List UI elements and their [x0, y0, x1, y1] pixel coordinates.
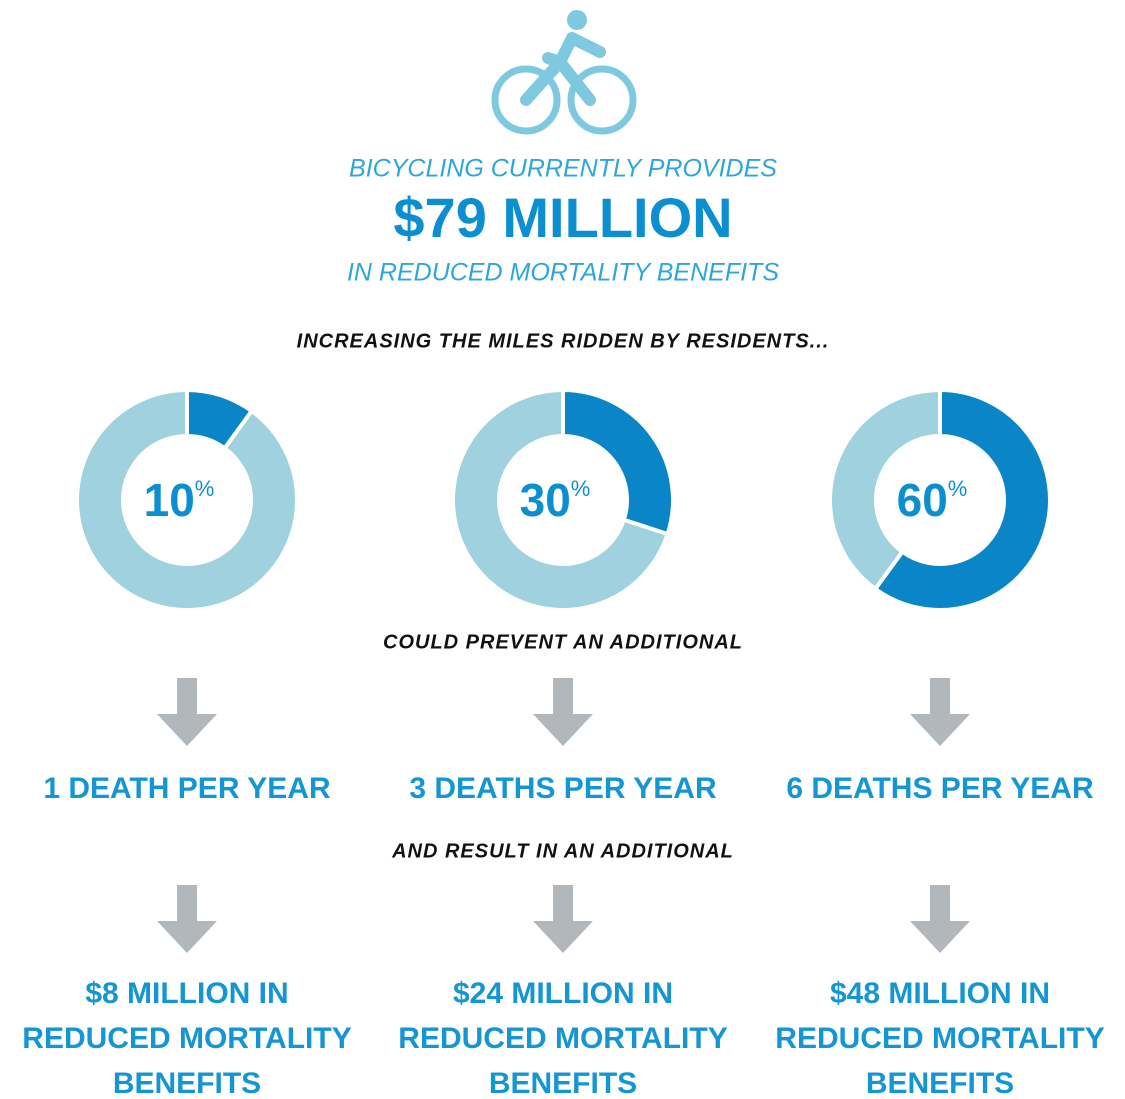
donut-track	[451, 387, 671, 612]
amount: $79 MILLION	[393, 186, 732, 249]
lead-in: INCREASING THE MILES RIDDEN BY RESIDENTS…	[297, 330, 830, 352]
donut-label: 30%	[520, 474, 591, 526]
donut-label: 60%	[897, 474, 968, 526]
benefit-text: REDUCED MORTALITY	[22, 1022, 351, 1055]
down-arrow	[157, 678, 217, 746]
bike-icon	[491, 10, 637, 135]
down-arrow	[533, 885, 593, 953]
donut-track	[828, 387, 942, 592]
benefit-text: BENEFITS	[113, 1067, 261, 1099]
second-text: AND RESULT IN AN ADDITIONAL	[391, 840, 734, 862]
deaths-text: 3 DEATHS PER YEAR	[409, 772, 717, 805]
benefit-text: $24 MILLION IN	[453, 977, 673, 1010]
benefit-text: BENEFITS	[866, 1067, 1014, 1099]
donut-segment	[872, 387, 1052, 612]
down-arrow	[157, 885, 217, 953]
benefit-text: BENEFITS	[489, 1067, 637, 1099]
down-arrow	[910, 678, 970, 746]
down-arrow	[910, 885, 970, 953]
outro: IN REDUCED MORTALITY BENEFITS	[347, 259, 779, 287]
donut-value: 10	[144, 474, 195, 526]
donut-unit: %	[948, 476, 968, 501]
deaths-text: 1 DEATH PER YEAR	[43, 772, 331, 805]
down-arrow	[533, 678, 593, 746]
donut-segment	[561, 387, 675, 537]
donut-track	[75, 387, 299, 612]
middle-text: COULD PREVENT AN ADDITIONAL	[383, 631, 743, 653]
donut-label: 10%	[144, 474, 215, 526]
donut-segment	[185, 387, 255, 452]
benefit-text: $48 MILLION IN	[830, 977, 1050, 1010]
donut-unit: %	[571, 476, 591, 501]
donut-unit: %	[195, 476, 215, 501]
intro: BICYCLING CURRENTLY PROVIDES	[349, 155, 777, 183]
deaths-text: 6 DEATHS PER YEAR	[786, 772, 1094, 805]
benefit-text: $8 MILLION IN	[85, 977, 288, 1010]
benefit-text: REDUCED MORTALITY	[398, 1022, 727, 1055]
benefit-text: REDUCED MORTALITY	[775, 1022, 1104, 1055]
donut-value: 30	[520, 474, 571, 526]
donut-value: 60	[897, 474, 948, 526]
